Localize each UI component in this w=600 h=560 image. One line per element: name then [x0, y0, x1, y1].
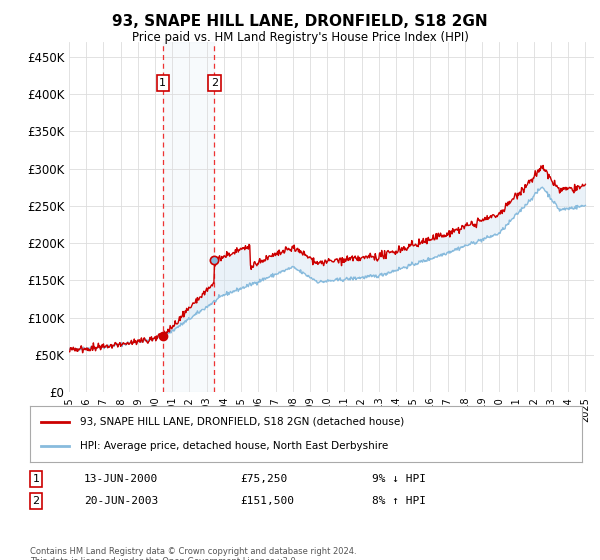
- Text: £151,500: £151,500: [240, 496, 294, 506]
- Text: 20-JUN-2003: 20-JUN-2003: [84, 496, 158, 506]
- Text: HPI: Average price, detached house, North East Derbyshire: HPI: Average price, detached house, Nort…: [80, 441, 388, 451]
- Text: 9% ↓ HPI: 9% ↓ HPI: [372, 474, 426, 484]
- Text: 2: 2: [32, 496, 40, 506]
- Text: Price paid vs. HM Land Registry's House Price Index (HPI): Price paid vs. HM Land Registry's House …: [131, 31, 469, 44]
- Text: 8% ↑ HPI: 8% ↑ HPI: [372, 496, 426, 506]
- Text: This data is licensed under the Open Government Licence v3.0.: This data is licensed under the Open Gov…: [30, 557, 298, 560]
- Text: £75,250: £75,250: [240, 474, 287, 484]
- Text: 13-JUN-2000: 13-JUN-2000: [84, 474, 158, 484]
- Text: 2: 2: [211, 78, 218, 88]
- Text: Contains HM Land Registry data © Crown copyright and database right 2024.: Contains HM Land Registry data © Crown c…: [30, 547, 356, 556]
- Text: 1: 1: [32, 474, 40, 484]
- Bar: [163, 42, 214, 392]
- Text: 93, SNAPE HILL LANE, DRONFIELD, S18 2GN: 93, SNAPE HILL LANE, DRONFIELD, S18 2GN: [112, 14, 488, 29]
- Text: 1: 1: [160, 78, 166, 88]
- Text: 93, SNAPE HILL LANE, DRONFIELD, S18 2GN (detached house): 93, SNAPE HILL LANE, DRONFIELD, S18 2GN …: [80, 417, 404, 427]
